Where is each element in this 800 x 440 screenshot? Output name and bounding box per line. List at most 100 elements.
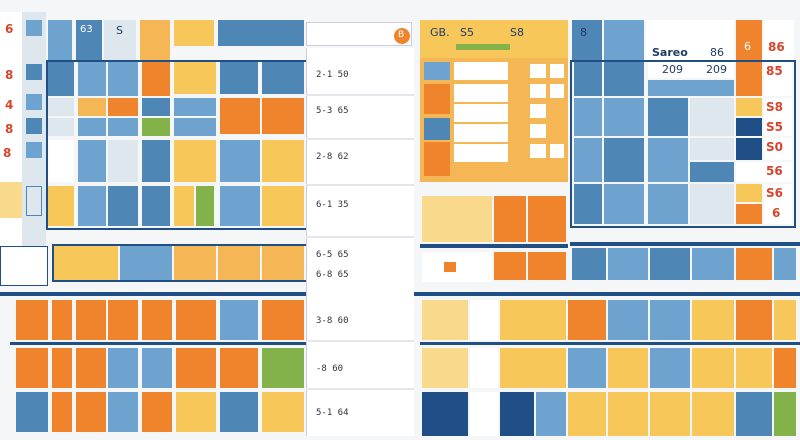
grid-d4[interactable] [142,140,170,182]
tr-white-3[interactable] [454,104,508,122]
grid-e4[interactable] [142,186,170,226]
grid-b5[interactable] [174,98,216,116]
grid-b3[interactable] [108,98,138,116]
rb-c8[interactable] [692,392,734,436]
rb-a3[interactable] [500,300,566,340]
cr-icon-cell[interactable] [422,252,492,282]
lb-c8[interactable] [262,392,304,432]
rp-c8[interactable] [736,162,792,182]
lb-c2[interactable] [52,392,72,432]
grid-a5[interactable] [174,62,216,94]
tr-c4[interactable] [424,142,450,176]
lb-c3[interactable] [76,392,106,432]
rm-4[interactable] [692,248,734,280]
band-3[interactable] [174,246,216,280]
grid-a2[interactable] [78,62,106,96]
tr-check-5[interactable] [530,144,546,158]
tr-c2[interactable] [424,84,450,114]
tr-check-7[interactable] [550,84,564,98]
rb-b6[interactable] [650,348,690,388]
rp-b5[interactable] [736,98,762,116]
rb-c5[interactable] [568,392,606,436]
rp-b6[interactable] [736,118,762,136]
list-row-6[interactable]: 6-8 65 [316,270,349,280]
rp-d2[interactable] [604,184,644,224]
tr-check-6[interactable] [550,64,564,78]
grid-a4[interactable] [142,62,170,96]
rp-top-blue-1[interactable] [572,20,602,60]
rb-a1[interactable] [422,300,468,340]
grid-c2[interactable] [78,118,106,136]
top-cell-2[interactable] [76,20,102,60]
rm-2[interactable] [608,248,648,280]
rp-a2[interactable] [604,62,644,96]
rm-6[interactable] [774,248,796,280]
grid-d6[interactable] [220,140,260,182]
grid-d7[interactable] [262,140,304,182]
grid-d3[interactable] [108,140,138,182]
left-icon-3[interactable] [26,94,42,110]
rp-top-white-2[interactable] [764,20,794,60]
tr-white-2[interactable] [454,84,508,102]
grid-e6[interactable] [196,186,214,226]
grid-c5[interactable] [174,118,216,136]
rb-a9[interactable] [774,300,796,340]
left-icon-5[interactable] [26,142,42,158]
rb-c7[interactable] [650,392,690,436]
grid-c4[interactable] [142,118,170,136]
rp-top-orange[interactable] [736,20,762,60]
tr-c3[interactable] [424,118,450,140]
left-icon-4[interactable] [26,118,42,134]
rb-b9[interactable] [774,348,796,388]
tr-check-8[interactable] [550,144,564,158]
tr-c1[interactable] [424,62,450,80]
grid-a7[interactable] [262,62,304,94]
rb-b2[interactable] [470,348,498,388]
rp-a6[interactable] [764,62,792,96]
rp-c7[interactable] [764,138,792,160]
rb-c3[interactable] [500,392,534,436]
list-row-4[interactable]: 6-1 35 [316,200,349,210]
grid-a3[interactable] [108,62,138,96]
rp-d3[interactable] [648,184,688,224]
rp-top-white[interactable] [646,20,734,60]
grid-d1[interactable] [48,140,74,182]
lb-a2[interactable] [52,300,72,340]
tr-check-1[interactable] [530,64,546,78]
rb-b1[interactable] [422,348,468,388]
rb-a8[interactable] [736,300,772,340]
list-row-3[interactable]: 2-8 62 [316,152,349,162]
tr-white-5[interactable] [454,144,508,162]
list-row-5[interactable]: 6-5 65 [316,250,349,260]
grid-b2[interactable] [78,98,106,116]
lb-b5[interactable] [142,348,172,388]
tr-check-2[interactable] [530,84,546,98]
rp-b7[interactable] [764,98,792,136]
rp-c1[interactable] [574,138,602,182]
top-cell-5[interactable] [174,20,214,46]
cr-orange-1[interactable] [494,196,526,242]
lb-b3[interactable] [76,348,106,388]
rb-c4[interactable] [536,392,566,436]
left-icon-1[interactable] [26,20,42,36]
rp-a5[interactable] [736,62,762,96]
rp-b4[interactable] [690,98,734,136]
rb-c9[interactable] [736,392,772,436]
list-row-7[interactable]: 3-8 60 [316,316,349,326]
grid-c1[interactable] [48,118,74,136]
top-badge[interactable] [394,28,410,44]
grid-d2[interactable] [78,140,106,182]
grid-c3[interactable] [108,118,138,136]
rp-c2[interactable] [604,138,644,182]
left-icon-2[interactable] [26,64,42,80]
rb-a7[interactable] [692,300,734,340]
tr-white-4[interactable] [454,124,508,142]
rp-c6[interactable] [736,138,762,160]
rm-3[interactable] [650,248,690,280]
grid-d5[interactable] [174,140,216,182]
rb-b4[interactable] [568,348,606,388]
rb-a6[interactable] [650,300,690,340]
left-icon-6[interactable] [26,186,42,216]
grid-e8[interactable] [262,186,304,226]
cr-icon[interactable] [444,262,456,272]
